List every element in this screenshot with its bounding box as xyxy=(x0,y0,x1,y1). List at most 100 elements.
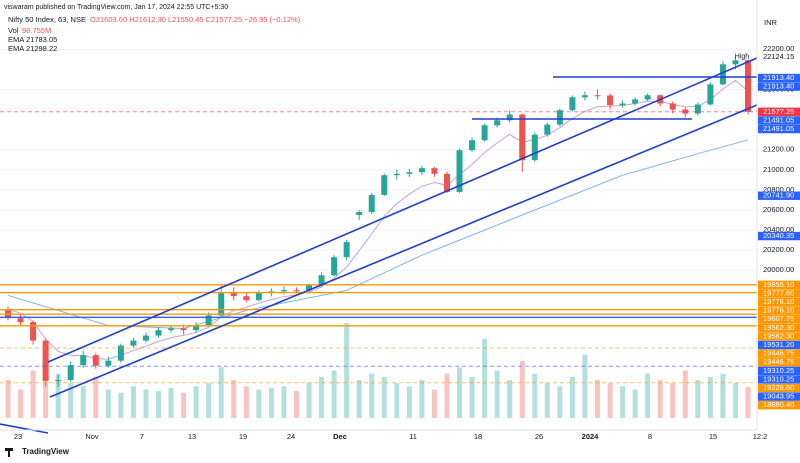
volume-bar xyxy=(707,376,713,418)
volume-bar xyxy=(80,386,86,418)
trend-lines xyxy=(0,57,758,434)
volume-bar xyxy=(243,386,249,418)
price-label-box xyxy=(758,289,800,298)
volume-bar xyxy=(231,380,237,418)
volume-bar xyxy=(206,383,212,418)
candle-body xyxy=(745,60,751,112)
y-tick-label: 22200.00 xyxy=(763,44,794,53)
volume-bar xyxy=(494,370,500,418)
candle-body xyxy=(92,355,99,366)
volume-bar xyxy=(406,386,412,418)
candle-body xyxy=(418,168,425,173)
price-label: 18880.40 xyxy=(763,400,794,409)
volume-bar xyxy=(695,380,701,418)
volume-bar xyxy=(582,354,588,418)
price-axis: 22200.0021800.0021200.0021000.0020800.00… xyxy=(758,44,800,410)
candle-body xyxy=(469,140,476,151)
price-label: 19776.10 xyxy=(763,306,794,315)
candle-body xyxy=(55,380,62,382)
candle-body xyxy=(456,150,463,192)
volume-bar xyxy=(557,386,563,418)
volume-bar xyxy=(419,380,425,418)
volume-bar xyxy=(507,380,513,418)
x-tick-label: 19 xyxy=(239,432,247,441)
volume-bar xyxy=(519,361,525,418)
candle-body xyxy=(393,173,400,176)
candle-body xyxy=(130,340,137,346)
y-tick-label: 20000.00 xyxy=(763,265,794,274)
price-label-box xyxy=(758,358,800,367)
volume-bar xyxy=(5,380,11,418)
volume-bar xyxy=(156,391,162,418)
price-label: 19531.20 xyxy=(763,340,794,349)
candle-body xyxy=(193,325,200,331)
volume-bar xyxy=(93,376,99,418)
candle-body xyxy=(406,172,413,174)
price-label-box xyxy=(758,124,800,134)
volume-bar xyxy=(306,383,312,418)
y-tick-label: 21000.00 xyxy=(763,165,794,174)
trend-stub xyxy=(0,423,49,434)
volume-bar xyxy=(143,389,149,418)
logo-icon xyxy=(5,448,13,457)
volume-bar xyxy=(331,370,337,418)
volume-bar xyxy=(256,389,262,418)
volume-bar xyxy=(732,383,738,418)
candle-body xyxy=(719,64,726,85)
candle-body xyxy=(180,328,187,331)
volume-bar xyxy=(30,370,36,418)
candle-body xyxy=(105,360,112,366)
ohlc: O21603.60 H21612.30 L21550.45 C21577.25 … xyxy=(90,15,301,24)
volume-bar xyxy=(18,389,24,418)
price-label-box xyxy=(758,82,800,91)
candle-body xyxy=(381,175,388,195)
volume-bar xyxy=(268,387,274,418)
candle-body xyxy=(494,120,501,126)
volume-bar xyxy=(431,389,437,418)
volume-bar xyxy=(457,367,463,418)
y-tick-label: 21200.00 xyxy=(763,145,794,154)
price-label: 19446.75 xyxy=(763,349,794,358)
volume-bar xyxy=(394,383,400,418)
price-label-box xyxy=(758,332,800,341)
price-label: 19310.25 xyxy=(763,374,794,383)
candle-body xyxy=(142,335,149,341)
candle-body xyxy=(230,292,237,297)
candle-body xyxy=(343,242,350,258)
price-label-box xyxy=(758,191,800,200)
price-label-box xyxy=(758,107,800,116)
price-label: 19855.10 xyxy=(763,280,794,289)
candle-body xyxy=(519,114,526,161)
volume-bar xyxy=(607,383,613,418)
candle-body xyxy=(306,285,313,291)
volume-bar xyxy=(720,373,726,418)
volume-bar xyxy=(469,376,475,418)
price-label: 21913.40 xyxy=(763,82,794,91)
price-label-box xyxy=(758,315,800,324)
y-tick-label: 20400.00 xyxy=(763,225,794,234)
price-label-box xyxy=(758,366,800,376)
x-tick-label: 24 xyxy=(287,432,295,441)
candle-body xyxy=(481,125,488,141)
price-label: 21913.40 xyxy=(763,73,794,82)
currency: INR xyxy=(764,18,778,27)
price-label: 19446.75 xyxy=(763,357,794,366)
candle-body xyxy=(594,95,601,97)
price-label: 19226.60 xyxy=(763,383,794,392)
price-label-box xyxy=(758,73,800,83)
symbol: Nifty 50 Index, 63, NSE xyxy=(8,15,86,24)
candle-body xyxy=(218,292,225,316)
volume-bar xyxy=(569,376,575,418)
legend-name: EMA xyxy=(8,35,24,44)
price-label: 22124.15 xyxy=(763,52,794,61)
volume-bar xyxy=(105,389,111,418)
high-label: High xyxy=(735,54,750,61)
price-label-box xyxy=(758,340,800,350)
candle-body xyxy=(569,97,576,111)
y-tick-label: 20200.00 xyxy=(763,245,794,254)
price-label: 19607.75 xyxy=(763,314,794,323)
price-label-box xyxy=(758,323,800,333)
volume-bar xyxy=(356,380,362,418)
price-label-box xyxy=(758,280,800,290)
